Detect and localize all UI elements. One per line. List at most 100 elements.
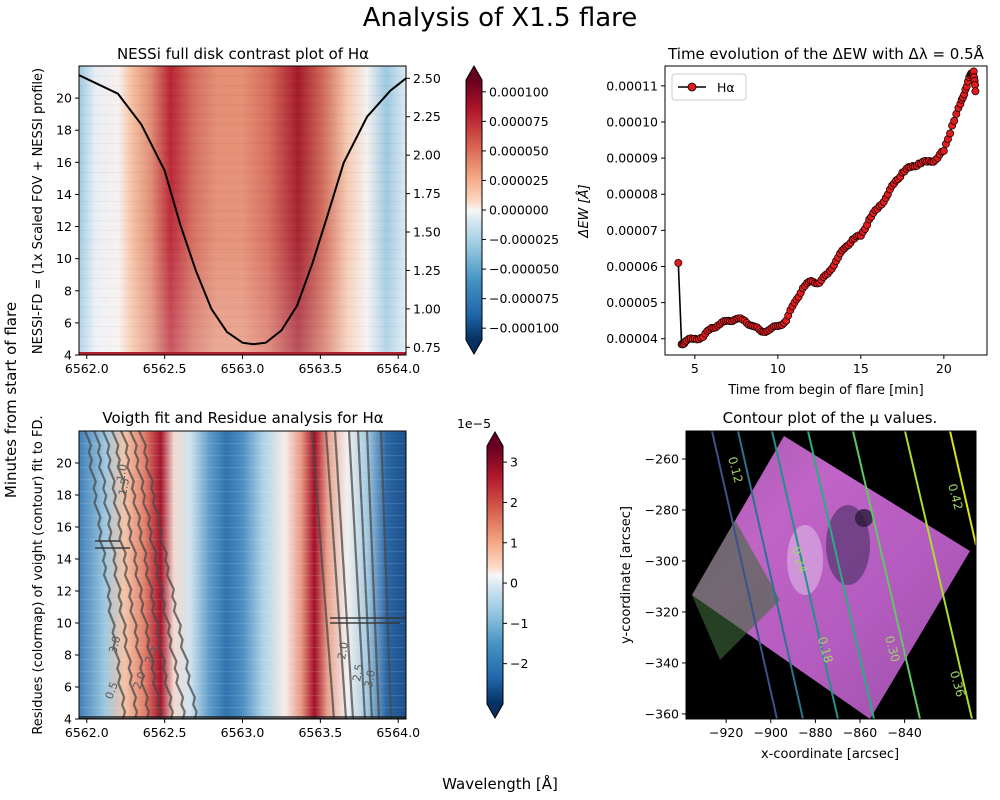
heatmap-row [79, 340, 406, 342]
twin-tick-label: 1.00 [413, 301, 441, 316]
heatmap-row [79, 683, 406, 685]
heatmap-row [79, 503, 406, 505]
heatmap-row [79, 306, 406, 308]
heatmap-row [79, 118, 406, 120]
panel-bottom-right: Contour plot of the μ values. 0.120.180.… [619, 409, 977, 762]
mu-contour-label: 0.42 [945, 482, 965, 511]
tl-colorbar-top-arrow [466, 66, 482, 80]
heatmap-row [79, 268, 406, 270]
tl-yticks: 4 6 8 10 12 14 16 18 20 [56, 91, 79, 363]
heatmap-row [79, 229, 406, 231]
heatmap-row [79, 249, 406, 251]
colorbar-tick-label: 0.000000 [489, 203, 549, 218]
heatmap-row [79, 191, 406, 193]
mu-contour-label: 0.30 [882, 634, 902, 663]
contour-line-left [129, 431, 186, 719]
heatmap-row [79, 491, 406, 493]
mu-contour-line [852, 431, 921, 719]
bl-contour-lines [83, 431, 406, 719]
tl-xticks: 6562.0 6562.5 6563.0 6563.5 6564.0 [65, 355, 420, 376]
br-plage-bright [787, 525, 823, 595]
bl-title: Voigth fit and Residue analysis for Hα [102, 409, 383, 427]
y-tick-label: 10 [56, 616, 72, 631]
heatmap-row [79, 543, 406, 544]
heatmap-row [79, 104, 406, 106]
x-tick-label: 6563.0 [221, 361, 265, 376]
heatmap-row [79, 167, 406, 169]
contour-line-left [83, 431, 127, 719]
bl-ylabel: Residues (colormap) of voight (contour) … [31, 415, 46, 734]
heatmap-row [79, 647, 406, 649]
contour-line-left [110, 431, 162, 719]
x-tick-label: 6563.0 [221, 725, 265, 740]
heatmap-row [79, 627, 406, 628]
heatmap-row [79, 467, 406, 469]
contour-line-right [365, 431, 381, 719]
panel-top-left: NESSi full disk contrast plot of Hα 6562… [31, 45, 559, 376]
contour-label: 0.5 [103, 680, 121, 701]
y-tick-label: 0.00005 [606, 295, 658, 310]
br-sunspot-umbra [855, 509, 873, 527]
colorbar-tick-label: 1 [510, 535, 518, 550]
heatmap-row [79, 200, 406, 202]
y-tick-label: 16 [56, 155, 72, 170]
colorbar-tick-label: −0.000075 [489, 291, 559, 306]
contour-streak [330, 622, 400, 624]
colorbar-tick-label: −0.000025 [489, 232, 559, 247]
heatmap-row [79, 258, 406, 260]
br-ylabel: y-coordinate [arcsec] [619, 506, 634, 644]
heatmap-row [79, 350, 406, 352]
bl-xticks: 6562.0 6562.5 6563.0 6563.5 6564.0 [65, 719, 420, 740]
heatmap-row [79, 292, 406, 294]
heatmap-row [79, 321, 406, 323]
y-tick-label: 0.00006 [606, 259, 658, 274]
mu-contour-line [737, 431, 804, 719]
heatmap-row [79, 85, 406, 87]
heatmap-row [79, 539, 406, 541]
y-tick-label: 4 [64, 348, 72, 363]
heatmap-row [79, 311, 406, 313]
panel-bottom-left: Voigth fit and Residue analysis for Hα 0… [31, 409, 528, 740]
heatmap-row [79, 587, 406, 589]
colorbar-tick-label: 0.000025 [489, 173, 549, 188]
heatmap-row [79, 181, 406, 183]
x-tick-label: 6562.5 [143, 725, 187, 740]
tr-frame [664, 65, 988, 356]
y-tick-label: 6 [64, 680, 72, 695]
bl-yticks: 4 6 8 10 12 14 16 18 20 [56, 456, 79, 727]
x-tick-label: 6564.0 [376, 361, 420, 376]
tl-profile-line [79, 74, 406, 346]
contour-streak [95, 540, 120, 542]
contour-line-right [347, 431, 367, 719]
heatmap-row [79, 455, 406, 457]
x-tick-label: −880 [798, 725, 832, 740]
heatmap-row [79, 431, 406, 433]
contour-label: 3.0 [362, 669, 378, 688]
y-tick-label: 20 [56, 91, 72, 106]
br-mu-contours: 0.12 0.18 0.24 0.30 0.36 0.42 [711, 431, 976, 719]
tl-colorbar-body [466, 80, 482, 340]
heatmap-row [79, 302, 406, 304]
heatmap-row [79, 157, 406, 159]
tr-ylabel: ΔEW [Å] [576, 184, 592, 238]
heatmap-row [79, 80, 406, 82]
heatmap-row [79, 451, 406, 452]
x-tick-label: 20 [936, 361, 952, 376]
contour-label: 2.0 [335, 641, 351, 660]
twin-tick-label: 1.25 [413, 263, 441, 278]
twin-tick-label: 0.75 [413, 340, 441, 355]
heatmap-row [79, 643, 406, 644]
y-tick-label: 0.00011 [606, 78, 658, 93]
heatmap-row [79, 703, 406, 704]
x-tick-label: −860 [843, 725, 877, 740]
heatmap-row [79, 519, 406, 520]
tl-colorbar-ticks: 0.000100 0.000075 0.000050 0.000025 0.000000… [482, 84, 559, 336]
x-tick-label: −900 [754, 725, 788, 740]
heatmap-row [79, 196, 406, 198]
data-point [971, 87, 980, 96]
figure-xlabel: Wavelength [Å] [442, 774, 558, 793]
heatmap-row [79, 635, 406, 637]
data-point [946, 129, 955, 138]
x-tick-label: −840 [887, 725, 921, 740]
twin-tick-label: 2.25 [413, 109, 441, 124]
